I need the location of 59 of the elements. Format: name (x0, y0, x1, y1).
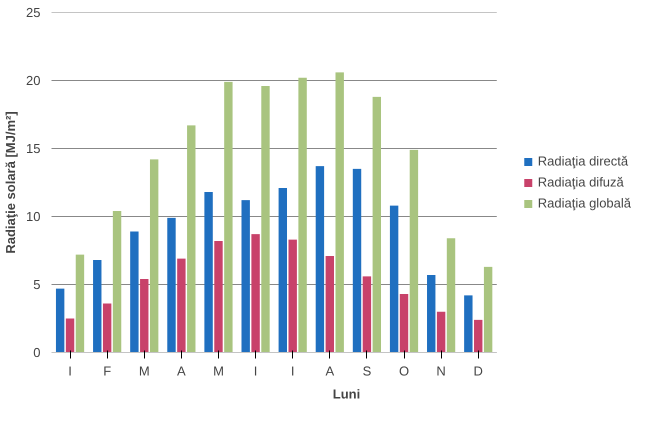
bar (130, 231, 139, 352)
y-tick-label: 15 (26, 141, 41, 156)
x-tick-label: O (398, 364, 410, 378)
bar (278, 188, 288, 352)
bar (102, 304, 112, 352)
bar (362, 276, 372, 352)
bar (140, 279, 148, 352)
bar (372, 96, 382, 352)
x-tick-label: I (68, 364, 72, 378)
x-tick-label: M (138, 364, 150, 378)
bar (326, 256, 334, 352)
legend-label: Radiaţia globală (538, 196, 631, 210)
x-tick-label: A (325, 364, 334, 378)
bar (93, 260, 102, 352)
y-axis-title: Radiaţie solară [MJ/m²] (3, 111, 18, 254)
x-tick-label: M (213, 364, 224, 378)
bar (298, 78, 307, 352)
legend-label: Radiaţia difuză (538, 174, 624, 190)
y-tick-label: 10 (26, 209, 41, 224)
bar (167, 218, 176, 352)
x-tick-label: I (254, 364, 258, 378)
bar (474, 320, 482, 352)
bar (390, 206, 398, 352)
x-tick-label: N (436, 364, 446, 378)
bar (261, 86, 270, 352)
x-tick-label: I (290, 364, 295, 378)
bar (66, 318, 74, 352)
bar (214, 240, 223, 352)
bar (464, 295, 473, 352)
bar (112, 211, 122, 352)
bar (484, 266, 492, 352)
bar (400, 294, 408, 352)
x-tick-label: A (177, 364, 186, 378)
y-tick-label: 25 (26, 5, 41, 20)
x-tick-label: S (362, 364, 372, 378)
y-tick-label: 0 (33, 345, 41, 360)
bar (410, 150, 418, 352)
bar (150, 159, 158, 352)
bar (177, 258, 186, 352)
x-tick-label: F (103, 364, 112, 378)
bar (56, 288, 64, 352)
x-tick-label: D (474, 364, 483, 378)
bar (427, 274, 436, 352)
bar (436, 312, 446, 352)
bar (335, 72, 344, 352)
bar (316, 166, 324, 352)
y-tick-label: 5 (33, 277, 41, 292)
x-axis-title: Luni (332, 386, 360, 402)
bar (241, 200, 250, 352)
bar (352, 168, 362, 352)
bar (224, 82, 233, 352)
legend-label: Radiaţia directă (538, 154, 628, 168)
bar (204, 192, 213, 352)
bar (446, 238, 456, 352)
bar (187, 125, 196, 352)
bar (76, 254, 84, 352)
y-tick-label: 20 (26, 73, 41, 88)
bar (251, 234, 260, 352)
bar (288, 240, 297, 352)
